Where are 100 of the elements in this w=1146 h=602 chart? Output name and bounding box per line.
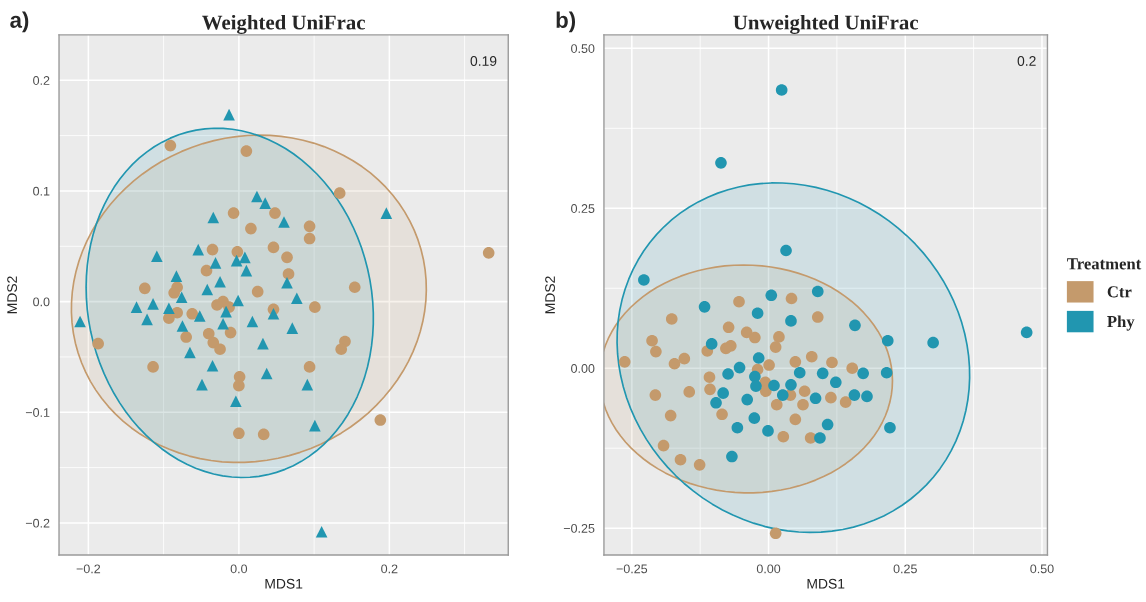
point: [705, 338, 718, 350]
point: [741, 393, 754, 406]
point: [733, 295, 745, 308]
point: [267, 307, 280, 320]
point: [769, 527, 782, 540]
text: b): [556, 11, 576, 33]
point: [731, 421, 744, 434]
point: [763, 359, 775, 371]
point: [251, 285, 264, 298]
point: [335, 343, 348, 356]
point: [821, 418, 834, 431]
y-tick-label: 0.25: [571, 204, 595, 213]
point: [207, 211, 220, 224]
point: [881, 334, 894, 347]
point: [678, 352, 691, 365]
point: [650, 345, 662, 358]
y-axis-title: MDS2: [545, 276, 555, 314]
point: [269, 207, 281, 219]
annotation: 0.19: [470, 56, 497, 66]
point: [674, 453, 687, 466]
point: [749, 370, 761, 383]
point: [151, 250, 163, 263]
point: [180, 331, 192, 343]
point: [770, 398, 783, 411]
point: [762, 425, 774, 437]
point: [811, 285, 824, 298]
point: [309, 419, 321, 432]
point: [733, 361, 746, 374]
point: [206, 243, 219, 256]
chart-title: Weighted UniFrac: [202, 14, 365, 34]
point: [665, 313, 678, 325]
point: [1020, 326, 1033, 339]
point: [848, 389, 861, 401]
point: [780, 244, 792, 257]
x-tick-label: 0.25: [893, 564, 917, 574]
point: [281, 251, 293, 264]
point: [698, 301, 711, 313]
point: [246, 315, 259, 328]
point: [776, 389, 789, 401]
point: [789, 356, 802, 368]
point: [224, 326, 237, 339]
point: [286, 322, 299, 334]
point: [214, 343, 226, 356]
point: [186, 307, 199, 320]
point: [717, 387, 729, 399]
x-tick-label: 0.00: [756, 564, 781, 574]
point: [233, 427, 245, 440]
point: [230, 395, 242, 408]
point: [170, 270, 183, 282]
point: [814, 432, 826, 444]
point: [683, 386, 696, 398]
point: [703, 371, 716, 383]
point: [830, 376, 842, 389]
point: [147, 361, 159, 373]
point: [303, 361, 316, 373]
point: [303, 232, 316, 245]
point: [657, 439, 670, 452]
y-tick-label: −0.1: [25, 408, 50, 417]
point: [257, 428, 270, 441]
point: [260, 367, 273, 380]
point: [231, 246, 244, 258]
y-tick-label: 0.1: [33, 186, 50, 196]
y-tick-label: −0.25: [563, 523, 595, 533]
point: [374, 414, 387, 426]
point: [809, 392, 822, 405]
point: [797, 398, 809, 411]
point: [130, 301, 143, 313]
point: [793, 366, 806, 379]
point: [785, 315, 797, 327]
x-axis-title: MDS1: [265, 578, 303, 589]
point: [245, 222, 257, 235]
point: [785, 292, 798, 305]
point: [825, 391, 837, 404]
legend-title: Treatment: [1067, 258, 1142, 270]
point: [92, 337, 104, 350]
point: [726, 450, 738, 463]
point: [785, 379, 797, 391]
point: [740, 326, 753, 339]
point: [168, 286, 180, 299]
point: [141, 313, 153, 326]
point: [811, 311, 824, 323]
point: [217, 317, 229, 330]
point: [303, 220, 316, 233]
point: [664, 409, 677, 422]
x-axis-title: MDS1: [807, 578, 845, 589]
point: [798, 385, 811, 398]
point: [201, 283, 214, 296]
point: [749, 331, 761, 344]
point: [175, 291, 188, 303]
point: [301, 378, 314, 391]
point: [240, 264, 253, 277]
point: [704, 383, 716, 396]
point: [927, 336, 939, 349]
point: [710, 396, 722, 409]
point: [668, 357, 681, 370]
point: [880, 366, 893, 379]
point: [192, 243, 205, 256]
point: [214, 275, 226, 288]
legend-label: Ctr: [1107, 286, 1132, 298]
point: [259, 197, 272, 209]
